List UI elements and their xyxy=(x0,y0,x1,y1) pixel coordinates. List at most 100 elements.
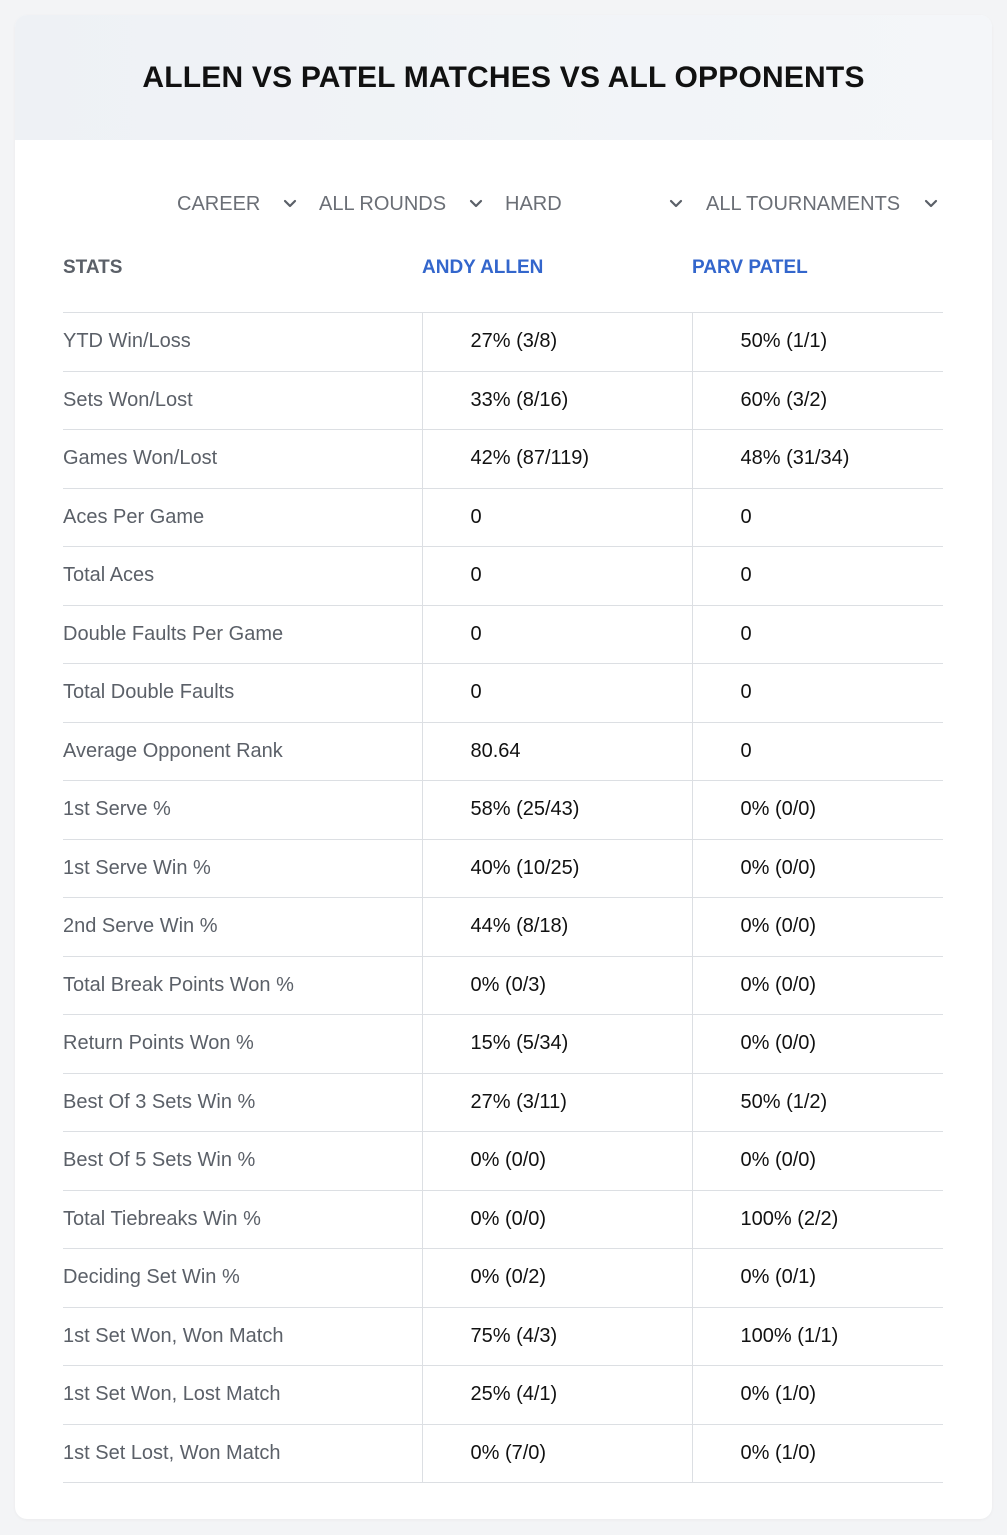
stat-label: Games Won/Lost xyxy=(63,429,422,488)
filter-career-select[interactable]: CAREER xyxy=(177,187,297,221)
player1-value: 0 xyxy=(421,604,692,664)
stat-label: YTD Win/Loss xyxy=(63,312,422,371)
player1-value: 0% (0/0) xyxy=(421,1189,692,1249)
player1-value: 0% (0/3) xyxy=(421,955,692,1015)
player2-value: 100% (1/1) xyxy=(691,1306,943,1366)
player2-value: 0% (0/1) xyxy=(691,1248,943,1307)
player2-value: 0% (0/0) xyxy=(691,780,943,839)
stat-label: Total Break Points Won % xyxy=(63,955,422,1015)
player2-link[interactable]: PARV PATEL xyxy=(692,257,808,278)
card-header: ALLEN VS PATEL MATCHES VS ALL OPPONENTS xyxy=(15,15,992,140)
filter-label: ALL TOURNAMENTS xyxy=(706,192,901,215)
filter-label: CAREER xyxy=(177,192,261,215)
table-row: Deciding Set Win % 0% (0/2) 0% (0/1) xyxy=(63,1248,943,1307)
player2-value: 50% (1/2) xyxy=(691,1072,943,1132)
player1-value: 27% (3/11) xyxy=(421,1072,692,1132)
table-row: Total Break Points Won % 0% (0/3) 0% (0/0) xyxy=(63,955,943,1015)
table-row: 1st Set Won, Won Match 75% (4/3) 100% (1/1… xyxy=(63,1306,943,1366)
stat-label: Sets Won/Lost xyxy=(63,370,422,430)
filter-rounds-select[interactable]: ALL ROUNDS xyxy=(319,187,483,221)
stat-label: Best Of 3 Sets Win % xyxy=(63,1072,422,1132)
player1-link[interactable]: ANDY ALLEN xyxy=(422,257,544,278)
filter-label: HARD xyxy=(505,192,562,215)
player1-value: 0% (0/0) xyxy=(421,1131,692,1190)
table-row: 1st Serve Win % 40% (10/25) 0% (0/0) xyxy=(63,838,943,898)
player1-value: 80.64 xyxy=(421,721,692,781)
stat-label: 1st Serve % xyxy=(63,780,422,839)
stat-label: 1st Serve Win % xyxy=(63,838,422,898)
filter-tournaments-select[interactable]: ALL TOURNAMENTS xyxy=(706,187,938,221)
player2-value: 0% (1/0) xyxy=(691,1423,943,1483)
player2-value: 0 xyxy=(691,663,943,722)
player2-value: 100% (2/2) xyxy=(691,1189,943,1249)
stat-label: Aces Per Game xyxy=(63,487,422,547)
table-row: Sets Won/Lost 33% (8/16) 60% (3/2) xyxy=(63,370,943,430)
player1-value: 25% (4/1) xyxy=(421,1365,692,1424)
stat-label: Total Tiebreaks Win % xyxy=(63,1189,422,1249)
table-row: YTD Win/Loss 27% (3/8) 50% (1/1) xyxy=(63,312,943,371)
table-row: 2nd Serve Win % 44% (8/18) 0% (0/0) xyxy=(63,897,943,956)
player2-value: 50% (1/1) xyxy=(691,312,943,371)
table-row: 1st Set Won, Lost Match 25% (4/1) 0% (1/0) xyxy=(63,1365,943,1424)
chevron-down-icon xyxy=(924,199,938,208)
player1-value: 0 xyxy=(421,487,692,547)
stat-label: 1st Set Won, Lost Match xyxy=(63,1365,422,1424)
player2-value: 0 xyxy=(691,721,943,781)
player2-value: 0% (0/0) xyxy=(691,1014,943,1073)
chevron-down-icon xyxy=(283,199,297,208)
stat-label: Average Opponent Rank xyxy=(63,721,422,781)
table-row: Average Opponent Rank 80.64 0 xyxy=(63,721,943,781)
stats-card: ALLEN VS PATEL MATCHES VS ALL OPPONENTS … xyxy=(15,15,992,1519)
player1-value: 75% (4/3) xyxy=(421,1306,692,1366)
player1-value: 0% (0/2) xyxy=(421,1248,692,1307)
stat-label: 1st Set Lost, Won Match xyxy=(63,1423,422,1483)
filter-label: ALL ROUNDS xyxy=(319,192,447,215)
table-row: 1st Serve % 58% (25/43) 0% (0/0) xyxy=(63,780,943,839)
stat-label: 2nd Serve Win % xyxy=(63,897,422,956)
player2-value: 0 xyxy=(691,487,943,547)
player1-value: 40% (10/25) xyxy=(421,838,692,898)
player1-value: 58% (25/43) xyxy=(421,780,692,839)
table-row: Best Of 5 Sets Win % 0% (0/0) 0% (0/0) xyxy=(63,1131,943,1190)
table-row: Games Won/Lost 42% (87/119) 48% (31/34) xyxy=(63,429,943,488)
filter-surface-select[interactable]: HARD xyxy=(505,187,683,221)
player2-value: 0% (0/0) xyxy=(691,1131,943,1190)
table-row: Total Aces 0 0 xyxy=(63,546,943,605)
player2-value: 48% (31/34) xyxy=(691,429,943,488)
stats-column-header: STATS xyxy=(63,257,123,278)
stat-label: 1st Set Won, Won Match xyxy=(63,1306,422,1366)
stat-label: Return Points Won % xyxy=(63,1014,422,1073)
player2-value: 0% (0/0) xyxy=(691,955,943,1015)
player1-value: 15% (5/34) xyxy=(421,1014,692,1073)
table-row: Aces Per Game 0 0 xyxy=(63,487,943,547)
stat-label: Best Of 5 Sets Win % xyxy=(63,1131,422,1190)
page-title: ALLEN VS PATEL MATCHES VS ALL OPPONENTS xyxy=(142,60,865,94)
chevron-down-icon xyxy=(469,199,483,208)
table-row: Best Of 3 Sets Win % 27% (3/11) 50% (1/2) xyxy=(63,1072,943,1132)
filter-bar: CAREER ALL ROUNDS HARD ALL TOURNAMENTS xyxy=(15,187,992,221)
table-row: Total Tiebreaks Win % 0% (0/0) 100% (2/2) xyxy=(63,1189,943,1249)
table-row: Total Double Faults 0 0 xyxy=(63,663,943,722)
player1-value: 0 xyxy=(421,663,692,722)
table-row: Return Points Won % 15% (5/34) 0% (0/0) xyxy=(63,1014,943,1073)
player2-value: 0% (0/0) xyxy=(691,838,943,898)
player2-value: 60% (3/2) xyxy=(691,370,943,430)
player2-value: 0% (1/0) xyxy=(691,1365,943,1424)
stats-header-row: STATS ANDY ALLEN PARV PATEL xyxy=(63,257,943,287)
stat-label: Total Double Faults xyxy=(63,663,422,722)
chevron-down-icon xyxy=(669,199,683,208)
stats-table: YTD Win/Loss 27% (3/8) 50% (1/1) Sets Won/L… xyxy=(63,312,943,1483)
stat-label: Double Faults Per Game xyxy=(63,604,422,664)
player1-value: 44% (8/18) xyxy=(421,897,692,956)
player2-value: 0% (0/0) xyxy=(691,897,943,956)
player1-value: 42% (87/119) xyxy=(421,429,692,488)
player2-value: 0 xyxy=(691,546,943,605)
table-row: Double Faults Per Game 0 0 xyxy=(63,604,943,664)
stat-label: Total Aces xyxy=(63,546,422,605)
player2-value: 0 xyxy=(691,604,943,664)
player1-value: 0% (7/0) xyxy=(421,1423,692,1483)
table-row: 1st Set Lost, Won Match 0% (7/0) 0% (1/0) xyxy=(63,1423,943,1483)
player1-value: 0 xyxy=(421,546,692,605)
player1-value: 33% (8/16) xyxy=(421,370,692,430)
player1-value: 27% (3/8) xyxy=(421,312,692,371)
